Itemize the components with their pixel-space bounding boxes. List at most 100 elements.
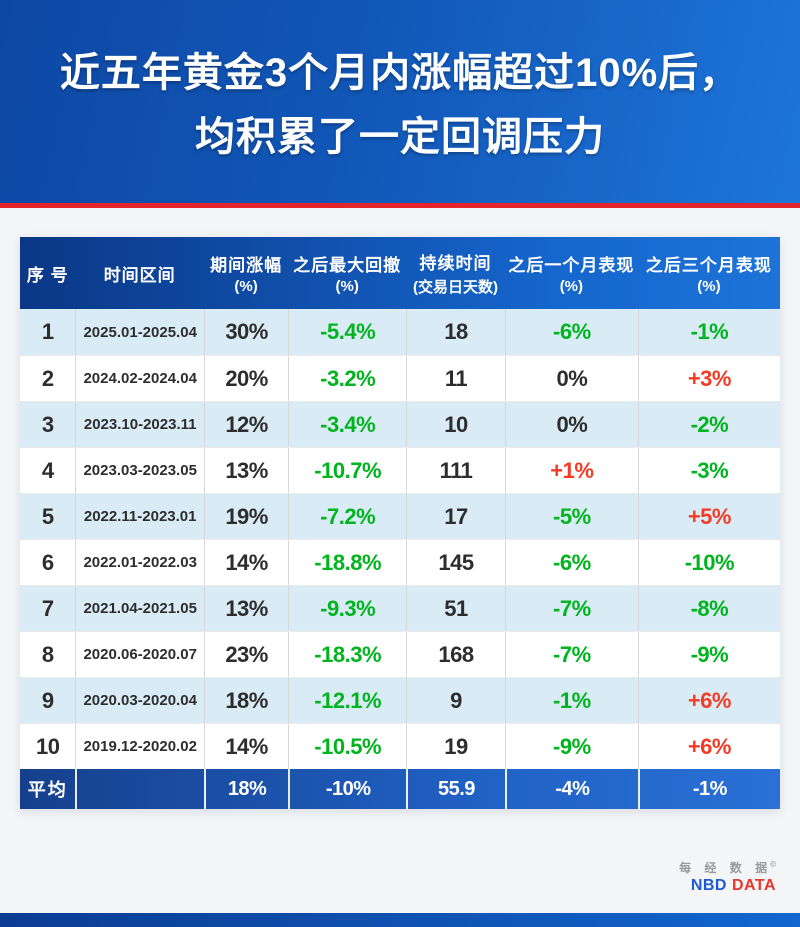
table-cell: 20% — [203, 356, 288, 401]
table-cell: -5.4% — [288, 309, 406, 355]
table-cell: 145 — [406, 540, 505, 585]
table-cell: -1% — [504, 678, 638, 723]
table-cell: -10.5% — [288, 724, 406, 769]
table-cell: -18.3% — [288, 632, 406, 677]
copyright-mark: © — [770, 860, 776, 869]
table-body: 1 2025.01-2025.04 30% -5.4% 18 -6% -1% 2 2024.02… — [20, 309, 780, 769]
table-row: 5 2022.11-2023.01 19% -7.2% 17 -5% +5% — [20, 493, 780, 539]
gold-pullback-table: 序 号 时间区间 期间涨幅 (%) 之后最大回撤 (%) 持续时间 (交易日天数) 之后一个月表… — [20, 237, 780, 809]
table-cell: -10.7% — [288, 448, 406, 493]
table-row: 8 2020.06-2020.07 23% -18.3% 168 -7% -9% — [20, 631, 780, 677]
header-main-label: 期间涨幅 — [210, 256, 283, 275]
table-cell: 30% — [203, 309, 288, 355]
table-cell: -5% — [504, 494, 638, 539]
table-row: 7 2021.04-2021.05 13% -9.3% 51 -7% -8% — [20, 585, 780, 631]
table-cell: 4 — [41, 457, 54, 483]
table-cell: 2020.03-2020.04 — [75, 678, 203, 723]
table-cell: -8% — [637, 586, 780, 631]
average-label: 平均 — [27, 780, 68, 800]
header-sub-label: (%) — [559, 278, 584, 295]
table-cell: 0% — [504, 402, 638, 447]
header-main-label: 之后一个月表现 — [508, 256, 635, 275]
header-cell-3: 之后最大回撤 (%) — [288, 237, 406, 309]
header-banner: 近五年黄金3个月内涨幅超过10%后， 均积累了一定回调压力 — [0, 0, 800, 203]
page-title-line1: 近五年黄金3个月内涨幅超过10%后， — [59, 50, 741, 95]
table-cell: 19% — [203, 494, 288, 539]
table-cell: 3 — [41, 411, 54, 437]
table-cell: +1% — [504, 448, 638, 493]
table-cell: -2% — [637, 402, 780, 447]
logo-chinese-text: 每 经 数 据 — [679, 861, 773, 875]
header-main-label: 持续时间 — [419, 254, 492, 273]
table-cell: 14% — [203, 540, 288, 585]
table-cell: 10 — [35, 733, 60, 759]
table-cell: 9 — [406, 678, 505, 723]
table-row: 2 2024.02-2024.04 20% -3.2% 11 0% +3% — [20, 355, 780, 401]
table-row: 4 2023.03-2023.05 13% -10.7% 111 +1% -3% — [20, 447, 780, 493]
bottom-blue-bar — [0, 913, 800, 927]
table-cell: -3.2% — [288, 356, 406, 401]
table-cell: +6% — [637, 724, 780, 769]
header-main-label: 之后最大回撤 — [293, 256, 402, 275]
table-cell: -10% — [637, 540, 780, 585]
header-cell-0: 序 号 — [20, 237, 75, 309]
table-cell: -18.8% — [288, 540, 406, 585]
header-cell-2: 期间涨幅 (%) — [204, 237, 288, 309]
average-row: 平均 18% -10% 55.9 -4% -1% — [20, 769, 780, 809]
table-cell: 7 — [41, 595, 54, 621]
table-cell: 12% — [203, 402, 288, 447]
average-cell: 55.9 — [406, 769, 505, 809]
table-cell: 13% — [203, 448, 288, 493]
table-cell: 2023.10-2023.11 — [75, 402, 203, 447]
header-sub-label: (交易日天数) — [412, 279, 498, 296]
average-cell: 18% — [203, 769, 288, 809]
table-cell: 2024.02-2024.04 — [75, 356, 203, 401]
table-cell: 2023.03-2023.05 — [75, 448, 203, 493]
table-row: 10 2019.12-2020.02 14% -10.5% 19 -9% +6% — [20, 723, 780, 769]
table-row: 9 2020.03-2020.04 18% -12.1% 9 -1% +6% — [20, 677, 780, 723]
table-cell: 11 — [406, 356, 505, 401]
table-cell: 23% — [203, 632, 288, 677]
logo-chinese-line: 每 经 数 据© — [679, 860, 776, 875]
table-cell: 2019.12-2020.02 — [75, 724, 203, 769]
header-main-label: 序 号 — [26, 265, 69, 285]
table-cell: 2025.01-2025.04 — [75, 309, 203, 355]
table-cell: 18 — [406, 309, 505, 355]
header-sub-label: (%) — [697, 278, 721, 295]
table-cell: 2 — [41, 365, 54, 391]
table-cell: 17 — [406, 494, 505, 539]
table-row: 3 2023.10-2023.11 12% -3.4% 10 0% -2% — [20, 401, 780, 447]
table-cell: 13% — [203, 586, 288, 631]
header-cell-5: 之后一个月表现 (%) — [505, 237, 638, 309]
table-cell: -7.2% — [288, 494, 406, 539]
table-cell: +3% — [637, 356, 780, 401]
header-cell-4: 持续时间 (交易日天数) — [406, 237, 505, 309]
table-cell: -9.3% — [288, 586, 406, 631]
header-cell-1: 时间区间 — [75, 237, 203, 309]
header-sub-label: (%) — [335, 278, 359, 295]
table-row: 1 2025.01-2025.04 30% -5.4% 18 -6% -1% — [20, 309, 780, 355]
table-cell: 18% — [203, 678, 288, 723]
table-cell: 2022.11-2023.01 — [75, 494, 203, 539]
table-cell: -9% — [504, 724, 638, 769]
table-cell: -6% — [504, 540, 638, 585]
page-title-line2: 均积累了一定回调压力 — [195, 114, 605, 159]
table-header-row: 序 号 时间区间 期间涨幅 (%) 之后最大回撤 (%) 持续时间 (交易日天数) 之后一个月表… — [20, 237, 780, 309]
header-cell-6: 之后三个月表现 (%) — [638, 237, 780, 309]
logo-english-line: NBD DATA — [679, 878, 776, 894]
table-cell: 19 — [406, 724, 505, 769]
header-main-label: 时间区间 — [103, 265, 176, 285]
table-cell: 6 — [41, 549, 54, 575]
average-cell: -4% — [504, 769, 638, 809]
table-cell: 10 — [406, 402, 505, 447]
table-cell: 168 — [406, 632, 505, 677]
table-cell: 51 — [406, 586, 505, 631]
table-cell: 9 — [41, 687, 54, 713]
table-cell: -1% — [637, 309, 780, 355]
table-cell: 0% — [504, 356, 638, 401]
average-cell: -10% — [288, 769, 406, 809]
logo-data-text: DATA — [731, 877, 776, 894]
table-cell: 2022.01-2022.03 — [75, 540, 203, 585]
table-cell: -3.4% — [288, 402, 406, 447]
table-cell: 2021.04-2021.05 — [75, 586, 203, 631]
